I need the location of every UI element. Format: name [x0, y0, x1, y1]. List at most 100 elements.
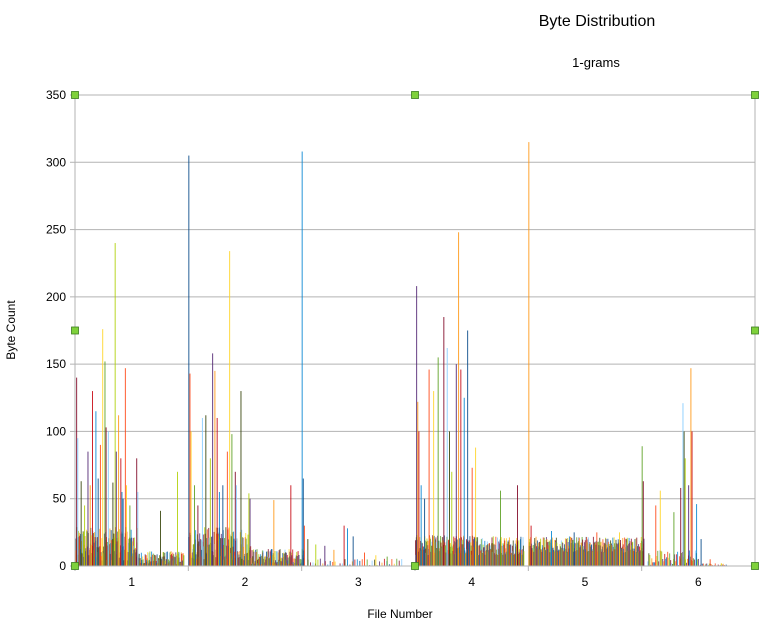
bar-file-3-bg — [344, 559, 346, 566]
bar-file-2-bg — [287, 557, 289, 566]
bar-file-6-peak — [696, 504, 698, 566]
bar-file-4-bg — [491, 537, 493, 566]
bar-file-4-peak — [471, 467, 473, 566]
bar-file-3-bg — [319, 558, 321, 566]
bar-file-2-bg — [225, 527, 227, 566]
bar-file-2-bg — [250, 558, 252, 566]
bar-file-6-bg — [649, 554, 651, 566]
resize-handle-bottom-right[interactable] — [751, 562, 759, 570]
resize-handle-bottom-left[interactable] — [71, 562, 79, 570]
bar-file-2-bg — [256, 559, 258, 566]
resize-handle-top-center[interactable] — [411, 91, 419, 99]
bar-file-1-bg — [151, 554, 153, 566]
bar-file-4-bg — [427, 540, 429, 566]
bar-file-4-bg — [448, 540, 450, 566]
x-axis-tick-labels: 1 2 3 4 5 6 — [128, 575, 702, 589]
bar-file-3-bg — [401, 559, 403, 566]
bar-file-6-bg — [664, 553, 666, 566]
resize-handle-middle-left[interactable] — [71, 326, 79, 335]
bar-file-4-peak — [433, 391, 435, 566]
bar-file-1-peak — [92, 391, 93, 566]
y-axis-label: Byte Count — [4, 300, 18, 360]
bar-file-4-peak — [460, 369, 462, 566]
bar-file-1-peak — [136, 458, 138, 566]
bar-file-6-peak — [680, 487, 682, 566]
bar-file-2-bg — [296, 556, 298, 566]
bar-file-3-bg — [310, 562, 311, 566]
bar-file-3-peak — [333, 549, 335, 566]
bar-file-3-bg — [366, 559, 368, 566]
bar-file-1-peak — [104, 361, 106, 566]
bar-file-2-bg — [278, 550, 280, 566]
bar-file-1-peak — [76, 377, 78, 566]
bar-file-2-bg — [275, 560, 277, 566]
bar-file-1-peak — [124, 368, 126, 566]
bar-file-6-bg — [658, 561, 660, 566]
bar-file-6-bg — [670, 560, 672, 566]
bar-file-2-peak — [301, 151, 303, 566]
bar-file-4-peak — [500, 490, 501, 566]
resize-handle-top-left[interactable] — [71, 91, 79, 99]
bar-file-2-bg — [276, 561, 278, 566]
bar-file-1-peak — [77, 438, 79, 566]
bar-file-3-peak — [347, 528, 348, 566]
bar-file-5-peak — [573, 532, 575, 566]
bar-file-2-peak — [234, 471, 236, 566]
bar-file-2-peak — [212, 353, 214, 566]
y-tick-label-50: 50 — [53, 492, 67, 506]
bar-file-2-peak — [218, 491, 220, 566]
bar-file-6-bg — [647, 561, 649, 566]
resize-handle-middle-right[interactable] — [751, 326, 759, 335]
bar-file-2-bg — [256, 549, 258, 566]
bar-file-4-peak — [475, 447, 477, 566]
bar-file-3-bg — [351, 561, 353, 566]
bar-file-6-peak — [690, 368, 692, 566]
bar-file-1-peak — [105, 427, 107, 566]
bar-file-1-bg — [164, 561, 166, 566]
bar-file-2-peak — [190, 431, 192, 566]
bar-file-6-peak — [691, 431, 693, 566]
bar-file-1-peak — [120, 458, 122, 566]
bar-file-1-bg — [164, 552, 166, 566]
bar-file-6-bg — [688, 550, 690, 566]
resize-handle-bottom-center[interactable] — [411, 562, 419, 570]
bar-file-4-bg — [484, 540, 486, 566]
bar-file-2-bg — [262, 550, 264, 566]
bar-file-2-peak — [197, 505, 199, 566]
bar-file-4-bg — [497, 537, 499, 566]
bar-file-2-bg — [294, 558, 295, 566]
bar-file-3-bg — [317, 559, 319, 566]
bar-file-3-bg — [334, 561, 336, 566]
bar-file-1-bg — [147, 552, 149, 566]
bar-file-6-bg — [652, 562, 654, 566]
y-tick-label-250: 250 — [46, 223, 66, 237]
bar-file-3-bg — [379, 561, 381, 566]
bar-file-6-bg — [656, 556, 658, 566]
bar-file-2-bg — [279, 549, 281, 566]
resize-handle-top-right[interactable] — [751, 91, 759, 99]
bar-file-1-bg — [149, 551, 151, 566]
bar-file-6-bg — [654, 562, 656, 566]
bar-file-6-bg — [694, 550, 696, 566]
bar-file-4-bg — [500, 537, 502, 566]
x-tick-label-4: 4 — [468, 575, 475, 589]
bar-file-2-peak — [194, 485, 195, 566]
bar-file-4-bg — [481, 538, 483, 566]
bar-file-4-bg — [495, 536, 497, 566]
bar-file-2-peak — [290, 485, 292, 566]
bar-file-3-bg — [327, 564, 329, 566]
bar-file-1-bg — [140, 558, 142, 566]
bar-file-5-peak — [596, 532, 598, 566]
bar-file-1-peak — [177, 471, 178, 566]
bar-file-4-peak — [417, 401, 419, 566]
selection-handles[interactable] — [71, 91, 759, 570]
bar-file-6-peak — [682, 403, 684, 566]
bar-file-2-bg — [226, 545, 228, 566]
bar-file-1-peak — [122, 498, 124, 566]
bar-file-4-peak — [416, 286, 418, 566]
bar-file-1-peak — [97, 478, 99, 566]
bar-file-3-bg — [374, 559, 376, 566]
bar-file-6-bg — [672, 564, 674, 566]
bar-file-2-bg — [292, 549, 294, 566]
